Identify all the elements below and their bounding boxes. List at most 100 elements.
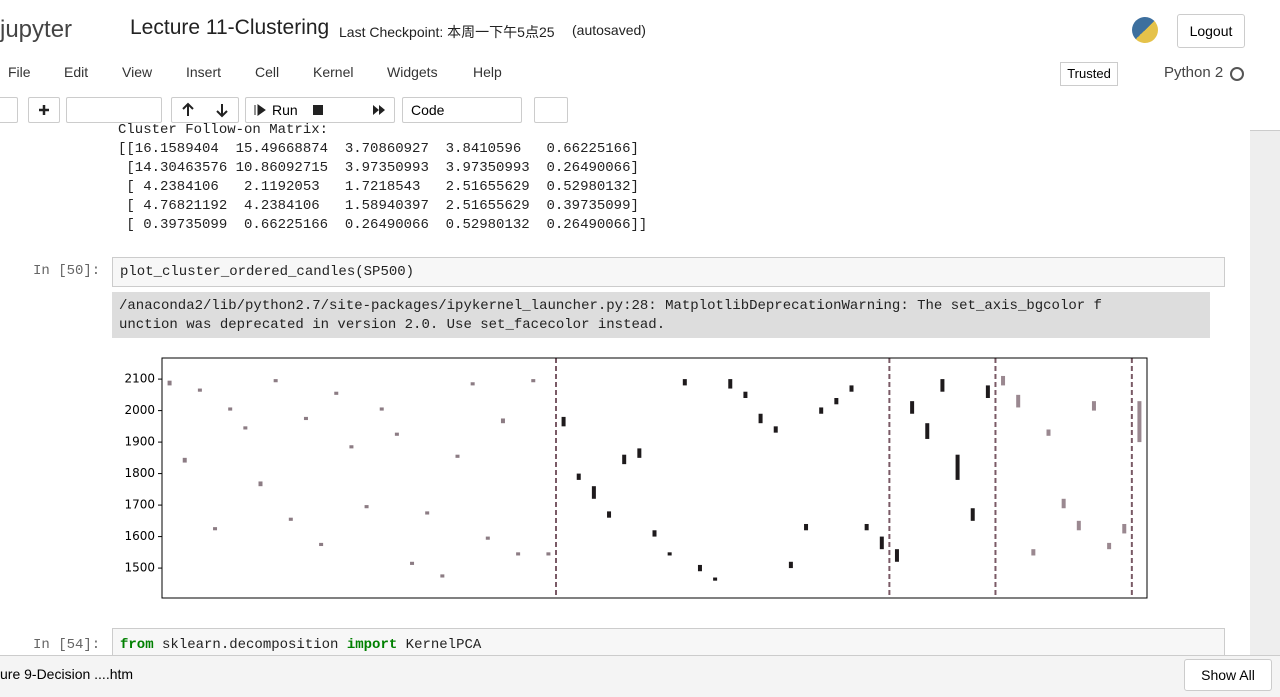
show-all-button[interactable]: Show All [1184,659,1272,691]
candle [1016,394,1021,408]
code-token: import [346,637,398,653]
candle [682,379,687,386]
code-cell[interactable]: from sklearn.decomposition import Kernel… [112,628,1225,658]
candle [516,552,521,556]
candle [879,536,884,550]
code-token: KernelPCA [397,637,482,653]
candle [303,416,308,421]
candle [834,398,839,405]
menu-bar: File Edit View Insert Cell Kernel Widgets Help [0,64,520,84]
output-line: [ 4.76821192 4.2384106 1.58940397 2.5165… [118,198,639,214]
stderr-line: /anaconda2/lib/python2.7/site-packages/i… [119,298,1102,314]
candle [955,454,960,480]
candle [1001,375,1006,386]
save-button[interactable] [0,97,18,123]
candle [940,379,945,392]
candle [379,407,384,411]
code-token: from [120,637,154,653]
candle [894,549,899,562]
candle [561,416,566,427]
checkpoint: Last Checkpoint: 本周一下午5点25 [339,24,555,40]
download-file[interactable]: ure 9-Decision ....htm [0,666,134,682]
candle [1107,542,1112,550]
candle [425,511,430,515]
y-tick-label: 1500 [124,561,155,575]
output-line: [[16.1589404 15.49668874 3.70860927 3.84… [118,141,639,157]
run-buttons[interactable]: Run [245,97,395,123]
output-line: [ 0.39735099 0.66225166 0.26490066 0.529… [118,217,648,233]
candle [364,505,369,509]
candle [849,385,854,392]
candle [667,552,672,556]
output-line: Cluster Follow-on Matrix: [118,122,329,138]
candle [985,385,990,398]
candle [319,542,324,547]
logo[interactable]: jupyter [0,16,73,43]
candle [1091,401,1096,411]
icon [39,105,49,115]
candle [349,445,354,449]
candle [1046,429,1051,436]
candle-chart: 1500 1600 1700 1800 1900 2000 2100 [124,357,1148,599]
notebook [0,130,1250,655]
menu-item[interactable]: View [122,64,153,80]
trusted-badge[interactable]: Trusted [1060,62,1118,86]
candle [334,391,339,395]
menu-item[interactable]: Cell [255,64,280,80]
menu-item[interactable]: Edit [64,64,89,80]
menu-item[interactable]: Widgets [387,64,438,80]
candle [243,426,248,430]
code-token: sklearn.decomposition [153,637,347,653]
stderr-output: /anaconda2/lib/python2.7/site-packages/i… [112,292,1210,338]
autosaved: (autosaved) [572,22,646,38]
candle [410,561,415,565]
stderr-line: unction was deprecated in version 2.0. U… [119,317,666,333]
y-tick-label: 2100 [124,372,155,386]
candle [182,457,187,463]
menu-item[interactable]: Help [473,64,502,80]
prompt: In [54]: [33,637,101,653]
keyboard-button[interactable] [534,97,568,123]
code-cell[interactable]: plot_cluster_ordered_candles(SP500) [112,257,1225,287]
kernel-indicator [1230,67,1244,81]
candle [213,527,218,531]
menu-item[interactable]: Insert [186,64,222,80]
candle [531,379,536,383]
candle [864,523,869,531]
candle [197,388,202,392]
candle [258,481,263,487]
notebook-title[interactable]: Lecture 11-Clustering [130,16,330,39]
candle [622,454,627,465]
candle [288,517,293,521]
candle [758,413,763,424]
move-buttons[interactable] [171,97,239,123]
candle [591,486,596,499]
menu-item[interactable]: Kernel [313,64,354,80]
menu-item[interactable]: File [8,64,31,80]
edit-buttons[interactable] [66,97,162,123]
candle [1061,498,1066,509]
plot-frame [161,357,1148,599]
candle [804,523,809,531]
add-button[interactable] [28,97,60,123]
y-tick-label: 1900 [124,435,155,449]
candle [500,418,505,424]
candle [910,401,915,414]
icon [182,102,228,118]
candle [1031,549,1036,556]
candle [576,473,581,480]
candle [228,407,233,411]
kernel-name: Python 2 [1164,64,1224,81]
candle [773,426,778,433]
candle [470,382,475,386]
candle [546,552,551,556]
cell-type-select[interactable]: Code [402,97,522,123]
candle [970,508,975,521]
candle [713,577,718,581]
candle [440,574,445,578]
download-bar [0,655,1280,697]
candle [925,423,930,439]
y-tick-label: 1700 [124,498,155,512]
prompt: In [50]: [33,263,101,279]
logout-button[interactable]: Logout [1177,14,1245,48]
